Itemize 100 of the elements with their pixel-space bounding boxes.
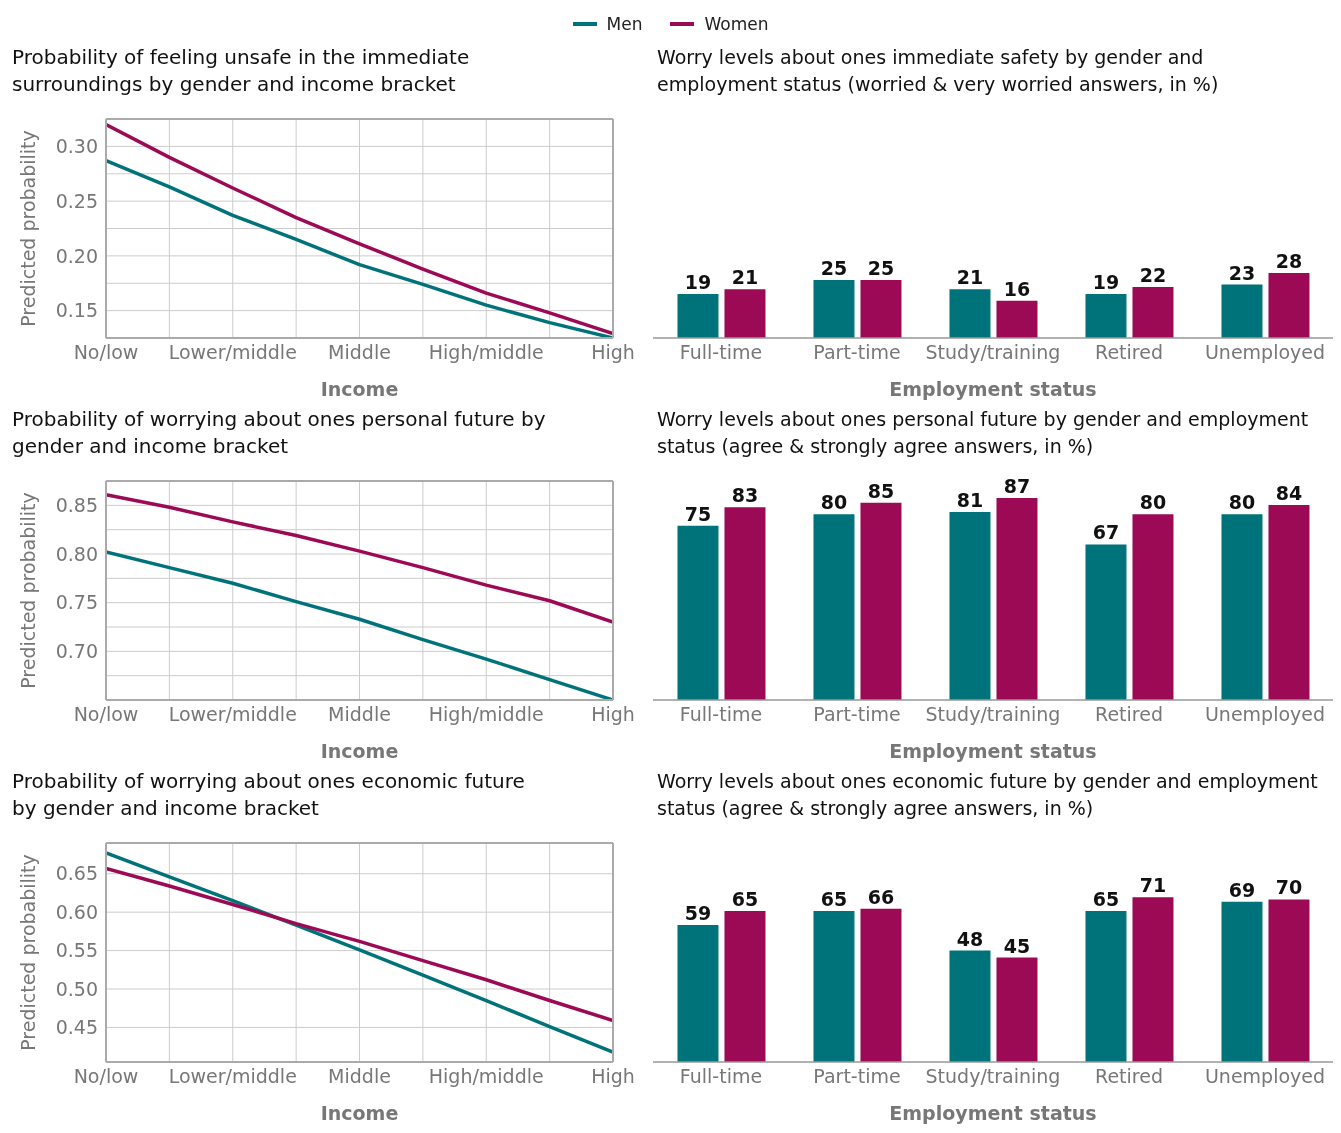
data-label: 80 <box>1228 491 1256 514</box>
y-tick-label: 0.85 <box>55 494 98 517</box>
x-axis-title: Income <box>320 740 399 762</box>
x-tick-label: Full-time <box>679 1065 763 1088</box>
x-tick-label: High <box>591 703 635 726</box>
x-tick-label: Retired <box>1095 1065 1163 1088</box>
legend-label: Women <box>704 14 769 34</box>
y-axis-title: Predicted probability <box>16 492 39 689</box>
data-label: 83 <box>731 484 759 507</box>
x-axis-title: Income <box>320 378 399 400</box>
bar <box>860 502 902 700</box>
data-label: 84 <box>1275 481 1303 504</box>
y-axis-title: Predicted probability <box>16 130 39 327</box>
bar <box>996 300 1038 338</box>
data-label: 85 <box>867 479 895 502</box>
x-axis-title: Income <box>320 1102 399 1124</box>
bar <box>949 950 991 1062</box>
line-series <box>106 851 613 1054</box>
bar <box>860 908 902 1062</box>
bar <box>1132 897 1174 1062</box>
bar <box>724 289 766 338</box>
chart-title: Worry levels about ones immediate safety by gender and employment status (worried & very worried answers, in %) <box>656 45 1220 97</box>
bar <box>677 525 719 700</box>
data-label: 45 <box>1003 934 1031 957</box>
bar <box>677 293 719 338</box>
data-label: 19 <box>684 270 712 293</box>
x-tick-label: Part-time <box>813 341 901 364</box>
x-tick-label: Middle <box>328 703 391 726</box>
bar <box>724 507 766 700</box>
x-tick-label: Full-time <box>679 703 763 726</box>
bar <box>1085 544 1127 700</box>
x-tick-label: Full-time <box>679 341 763 364</box>
chart-title: Probability of worrying about ones economic future by gender and income bracket <box>11 768 526 822</box>
x-tick-label: No/low <box>73 341 139 364</box>
data-label: 25 <box>867 256 895 279</box>
y-tick-label: 0.75 <box>55 591 98 614</box>
data-label: 67 <box>1092 521 1120 544</box>
y-tick-label: 0.45 <box>55 1016 98 1039</box>
y-tick-label: 0.60 <box>55 900 98 923</box>
x-tick-label: Middle <box>328 341 391 364</box>
data-label: 87 <box>1003 475 1031 497</box>
x-axis-title: Employment status <box>889 1102 1097 1124</box>
bar <box>1268 272 1310 338</box>
data-label: 25 <box>820 256 848 279</box>
x-tick-label: Study/training <box>925 703 1061 726</box>
x-tick-label: Retired <box>1095 703 1163 726</box>
y-tick-label: 0.55 <box>55 939 98 962</box>
chart-title: Worry levels about ones economic future by gender and employment status (agree & strongly agree answers, in %) <box>656 769 1319 821</box>
bar <box>1221 901 1263 1062</box>
bar <box>1132 286 1174 338</box>
x-tick-label: No/low <box>73 1065 139 1088</box>
data-label: 28 <box>1275 249 1303 272</box>
x-axis-title: Employment status <box>889 378 1097 400</box>
x-tick-label: Lower/middle <box>168 341 297 364</box>
data-label: 80 <box>820 491 848 514</box>
bar <box>1268 504 1310 700</box>
data-label: 19 <box>1092 270 1120 293</box>
bar <box>813 911 855 1062</box>
y-tick-label: 0.50 <box>55 977 98 1000</box>
data-label: 80 <box>1139 491 1167 514</box>
x-tick-label: Unemployed <box>1204 341 1326 364</box>
y-tick-label: 0.30 <box>55 135 98 158</box>
x-tick-label: High <box>591 1065 635 1088</box>
bar <box>1132 514 1174 700</box>
x-tick-label: Part-time <box>813 703 901 726</box>
x-tick-label: Study/training <box>925 341 1061 364</box>
x-tick-label: Retired <box>1095 341 1163 364</box>
bar <box>996 498 1038 700</box>
data-label: 66 <box>867 885 895 908</box>
y-tick-label: 0.25 <box>55 189 98 212</box>
x-tick-label: Middle <box>328 1065 391 1088</box>
x-tick-label: High/middle <box>428 703 544 726</box>
y-tick-label: 0.15 <box>55 299 98 322</box>
data-label: 48 <box>956 927 984 950</box>
chart-title: Probability of feeling unsafe in the immediate surroundings by gender and income bracket <box>11 44 471 98</box>
x-tick-label: Unemployed <box>1204 1065 1326 1088</box>
bar <box>1085 293 1127 338</box>
x-tick-label: Unemployed <box>1204 703 1326 726</box>
y-tick-label: 0.70 <box>55 640 98 663</box>
data-label: 21 <box>731 266 759 289</box>
data-label: 70 <box>1275 876 1303 899</box>
x-tick-label: High/middle <box>428 341 544 364</box>
data-label: 23 <box>1228 261 1256 284</box>
bar <box>1268 899 1310 1062</box>
data-label: 22 <box>1139 263 1167 286</box>
data-label: 65 <box>820 888 848 911</box>
line-series <box>106 492 613 624</box>
line-series <box>106 122 613 336</box>
x-tick-label: Lower/middle <box>168 703 297 726</box>
data-label: 75 <box>684 502 712 525</box>
x-tick-label: No/low <box>73 703 139 726</box>
bar <box>1221 284 1263 338</box>
bar <box>813 514 855 700</box>
x-tick-label: Lower/middle <box>168 1065 297 1088</box>
chart-title: Worry levels about ones personal future by gender and employment status (agree & strongly agree answers, in %) <box>656 407 1310 459</box>
data-label: 16 <box>1003 277 1031 300</box>
y-tick-label: 0.20 <box>55 244 98 267</box>
y-tick-label: 0.65 <box>55 862 98 885</box>
data-label: 71 <box>1139 874 1167 897</box>
bar <box>1221 514 1263 700</box>
